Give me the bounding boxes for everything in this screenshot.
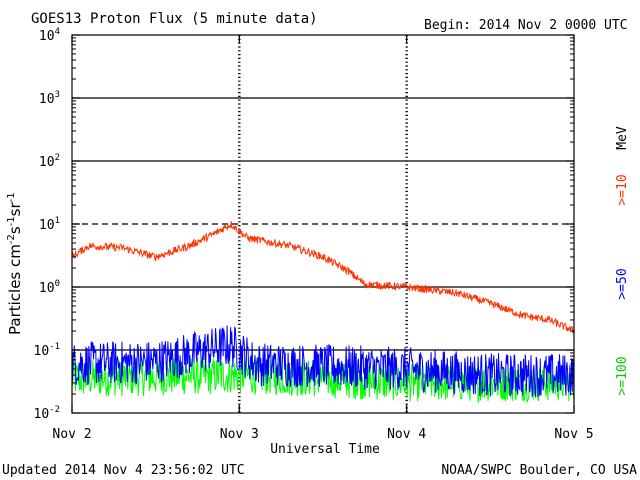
y-tick-label: 10-2	[34, 405, 61, 422]
x-tick-label: Nov 3	[220, 427, 259, 442]
x-tick-label: Nov 5	[554, 427, 593, 442]
legend-ge10: >=10	[615, 174, 630, 205]
y-tick-label: 101	[39, 216, 60, 233]
y-tick-label: 102	[39, 153, 60, 170]
chart-title: GOES13 Proton Flux (5 minute data)	[31, 11, 318, 27]
begin-label: Begin: 2014 Nov 2 0000 UTC	[424, 18, 628, 33]
unit-label: MeV	[615, 126, 630, 150]
y-tick-label: 10-1	[34, 342, 61, 359]
source-credit: NOAA/SWPC Boulder, CO USA	[441, 463, 637, 478]
y-tick-label: 100	[39, 279, 60, 296]
y-label-sup-1: -2	[6, 234, 17, 244]
x-tick-label: Nov 4	[387, 427, 426, 442]
x-tick-label: Nov 2	[52, 427, 91, 442]
y-axis-label: Particles cm-2s-1sr-1	[6, 192, 24, 335]
y-axis: 10-2 10-1 100 101 102 103 104	[34, 27, 574, 422]
y-label-main: Particles cm	[6, 244, 24, 335]
svg-text:Particles cm-2s-1sr-1: Particles cm-2s-1sr-1	[6, 192, 24, 335]
y-label-mid-2: sr	[6, 202, 24, 217]
y-tick-label: 104	[39, 27, 60, 44]
y-tick-label: 103	[39, 90, 60, 107]
series-line-0	[71, 221, 575, 334]
series-line-1	[71, 325, 575, 398]
updated-timestamp: Updated 2014 Nov 4 23:56:02 UTC	[2, 463, 245, 478]
y-label-mid-1: s	[6, 226, 24, 234]
x-axis: Nov 2 Nov 3 Nov 4 Nov 5	[52, 35, 594, 442]
legend-ge100: >=100	[615, 356, 630, 395]
y-label-sup-3: -1	[6, 192, 17, 202]
legend-ge50: >=50	[615, 268, 630, 299]
x-axis-label: Universal Time	[270, 442, 380, 457]
data-traces	[71, 221, 575, 403]
y-label-sup-2: -1	[6, 216, 17, 226]
grid-lines	[72, 35, 574, 413]
